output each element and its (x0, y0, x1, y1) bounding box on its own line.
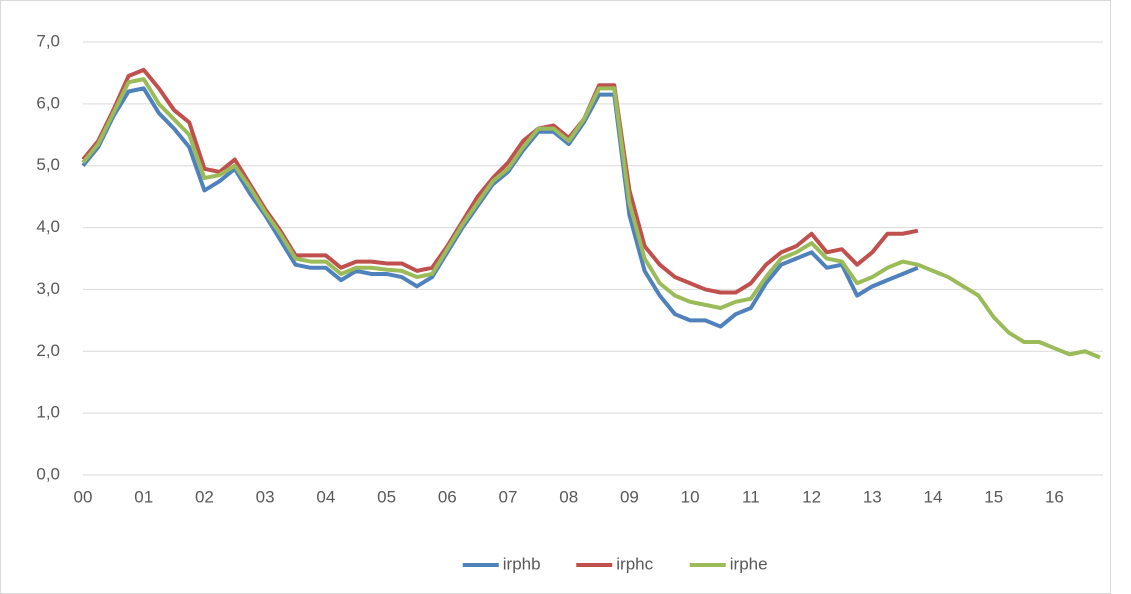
y-tick-label: 2,0 (36, 341, 60, 360)
x-tick-label: 02 (195, 487, 214, 506)
x-tick-label: 03 (256, 487, 275, 506)
legend-label: irphc (616, 554, 653, 573)
x-tick-label: 07 (499, 487, 518, 506)
x-tick-label: 12 (802, 487, 821, 506)
y-tick-label: 6,0 (36, 93, 60, 112)
x-tick-label: 06 (438, 487, 457, 506)
y-tick-label: 3,0 (36, 279, 60, 298)
y-tick-label: 4,0 (36, 217, 60, 236)
x-tick-label: 11 (742, 487, 760, 506)
x-tick-label: 05 (377, 487, 396, 506)
legend-label: irphb (503, 554, 541, 573)
y-tick-label: 0,0 (36, 464, 60, 483)
x-tick-label: 10 (681, 487, 700, 506)
x-tick-label: 00 (74, 487, 93, 506)
x-tick-label: 13 (863, 487, 882, 506)
series-line (81, 67, 919, 295)
series-line (81, 77, 1101, 360)
legend-label: irphe (730, 554, 768, 573)
y-tick-label: 5,0 (36, 155, 60, 174)
x-tick-label: 04 (316, 487, 335, 506)
y-tick-label: 7,0 (36, 31, 60, 50)
x-tick-label: 01 (134, 487, 153, 506)
x-tick-label: 09 (620, 487, 639, 506)
x-tick-label: 16 (1045, 487, 1064, 506)
series-line (81, 86, 919, 329)
y-tick-label: 1,0 (36, 403, 60, 422)
x-tick-label: 14 (924, 487, 943, 506)
x-tick-label: 08 (559, 487, 578, 506)
x-tick-label: 15 (984, 487, 1003, 506)
